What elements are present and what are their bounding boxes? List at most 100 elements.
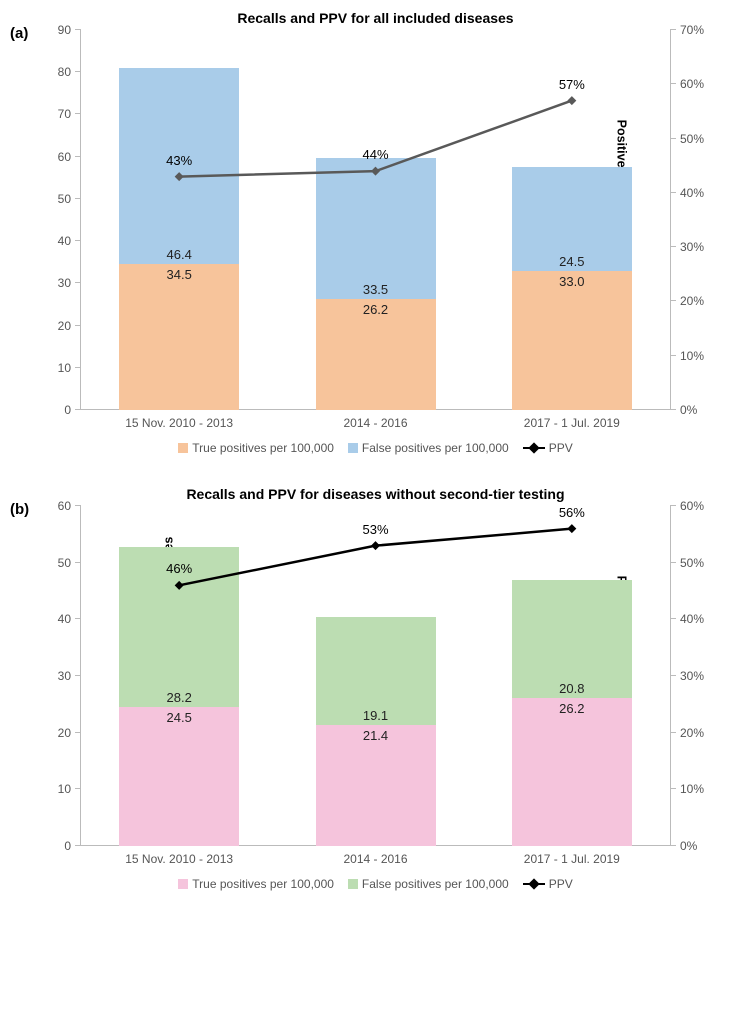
chart-b-title: Recalls and PPV for diseases without sec… bbox=[10, 486, 741, 502]
legend-diamond-a bbox=[528, 442, 539, 453]
y-right-tick bbox=[670, 192, 676, 193]
y-right-tick-label: 0% bbox=[680, 403, 697, 417]
legend-item-ppv-a: PPV bbox=[523, 441, 573, 455]
panel-b-label: (b) bbox=[10, 501, 29, 518]
y-left-tick bbox=[75, 113, 81, 114]
y-left-tick-label: 20 bbox=[58, 319, 71, 333]
panel-a-label: (a) bbox=[10, 25, 28, 42]
y-left-tick-label: 0 bbox=[64, 403, 71, 417]
ppv-marker bbox=[371, 541, 380, 550]
y-right-tick bbox=[670, 505, 676, 506]
y-right-tick bbox=[670, 845, 676, 846]
ppv-value-label: 57% bbox=[559, 77, 585, 92]
legend-swatch-false-pos-a bbox=[348, 443, 358, 453]
y-left-tick-label: 80 bbox=[58, 65, 71, 79]
category-label: 2014 - 2016 bbox=[296, 416, 456, 430]
y-left-tick bbox=[75, 409, 81, 410]
y-right-tick-label: 60% bbox=[680, 499, 704, 513]
y-right-tick-label: 10% bbox=[680, 782, 704, 796]
y-left-tick-label: 40 bbox=[58, 612, 71, 626]
y-right-tick-label: 60% bbox=[680, 77, 704, 91]
panel-b: (b) Recalls and PPV for diseases without… bbox=[10, 486, 741, 892]
y-left-tick-label: 70 bbox=[58, 107, 71, 121]
ppv-marker bbox=[371, 167, 380, 176]
ppv-marker bbox=[567, 524, 576, 533]
category-label: 15 Nov. 2010 - 2013 bbox=[99, 852, 259, 866]
legend-swatch-false-pos-b bbox=[348, 879, 358, 889]
y-right-tick bbox=[670, 300, 676, 301]
ppv-value-label: 44% bbox=[362, 147, 388, 162]
panel-a: (a) Recalls and PPV for all included dis… bbox=[10, 10, 741, 456]
y-left-tick bbox=[75, 198, 81, 199]
y-right-tick-label: 30% bbox=[680, 669, 704, 683]
y-left-tick bbox=[75, 732, 81, 733]
ppv-line bbox=[179, 101, 572, 177]
chart-b-body: Number of recalls per 100,000 screened b… bbox=[80, 506, 671, 892]
y-right-tick bbox=[670, 246, 676, 247]
ppv-value-label: 53% bbox=[362, 522, 388, 537]
y-left-tick bbox=[75, 71, 81, 72]
legend-diamond-b bbox=[528, 878, 539, 889]
y-right-tick-label: 30% bbox=[680, 240, 704, 254]
y-left-tick-label: 30 bbox=[58, 669, 71, 683]
y-left-tick bbox=[75, 505, 81, 506]
y-left-tick bbox=[75, 562, 81, 563]
category-label: 2017 - 1 Jul. 2019 bbox=[492, 416, 652, 430]
y-left-tick bbox=[75, 156, 81, 157]
y-right-tick-label: 40% bbox=[680, 186, 704, 200]
legend-label-true-pos-a: True positives per 100,000 bbox=[192, 441, 334, 455]
y-right-tick-label: 20% bbox=[680, 294, 704, 308]
ppv-line bbox=[179, 529, 572, 586]
y-right-tick bbox=[670, 29, 676, 30]
category-label: 2014 - 2016 bbox=[296, 852, 456, 866]
ppv-marker bbox=[175, 172, 184, 181]
ppv-value-label: 46% bbox=[166, 561, 192, 576]
y-right-tick-label: 40% bbox=[680, 612, 704, 626]
y-right-tick bbox=[670, 788, 676, 789]
y-left-tick bbox=[75, 282, 81, 283]
legend-label-true-pos-b: True positives per 100,000 bbox=[192, 877, 334, 891]
y-right-tick bbox=[670, 732, 676, 733]
legend-swatch-true-pos-a bbox=[178, 443, 188, 453]
legend-label-false-pos-b: False positives per 100,000 bbox=[362, 877, 509, 891]
y-right-tick bbox=[670, 138, 676, 139]
y-left-tick bbox=[75, 325, 81, 326]
chart-b-legend: True positives per 100,000 False positiv… bbox=[80, 876, 671, 892]
y-left-tick-label: 60 bbox=[58, 150, 71, 164]
y-right-tick bbox=[670, 618, 676, 619]
chart-a-title: Recalls and PPV for all included disease… bbox=[10, 10, 741, 26]
category-label: 2017 - 1 Jul. 2019 bbox=[492, 852, 652, 866]
y-left-tick-label: 30 bbox=[58, 276, 71, 290]
legend-swatch-true-pos-b bbox=[178, 879, 188, 889]
legend-item-true-pos-a: True positives per 100,000 bbox=[178, 441, 334, 455]
y-right-tick bbox=[670, 562, 676, 563]
chart-a-body: Number of recalls per 100,000 screened b… bbox=[80, 30, 671, 456]
y-right-tick-label: 70% bbox=[680, 23, 704, 37]
chart-b-line-layer bbox=[81, 506, 670, 846]
y-left-tick-label: 50 bbox=[58, 556, 71, 570]
y-right-tick-label: 20% bbox=[680, 726, 704, 740]
y-right-tick-label: 0% bbox=[680, 839, 697, 853]
legend-line-ppv-b bbox=[523, 879, 545, 889]
y-left-tick-label: 50 bbox=[58, 192, 71, 206]
y-left-tick-label: 20 bbox=[58, 726, 71, 740]
y-right-tick-label: 50% bbox=[680, 556, 704, 570]
legend-label-ppv-b: PPV bbox=[549, 877, 573, 891]
legend-line-ppv-a bbox=[523, 443, 545, 453]
chart-a-plot: Number of recalls per 100,000 screened b… bbox=[80, 30, 671, 410]
legend-item-false-pos-b: False positives per 100,000 bbox=[348, 877, 509, 891]
ppv-value-label: 56% bbox=[559, 505, 585, 520]
ppv-marker bbox=[567, 96, 576, 105]
y-left-tick bbox=[75, 618, 81, 619]
y-left-tick-label: 40 bbox=[58, 234, 71, 248]
y-left-tick-label: 60 bbox=[58, 499, 71, 513]
ppv-marker bbox=[175, 581, 184, 590]
y-right-tick-label: 50% bbox=[680, 132, 704, 146]
y-left-tick-label: 10 bbox=[58, 782, 71, 796]
y-right-tick bbox=[670, 83, 676, 84]
chart-b-plot: Number of recalls per 100,000 screened b… bbox=[80, 506, 671, 846]
y-right-tick bbox=[670, 675, 676, 676]
y-left-tick bbox=[75, 675, 81, 676]
legend-item-true-pos-b: True positives per 100,000 bbox=[178, 877, 334, 891]
y-left-tick-label: 0 bbox=[64, 839, 71, 853]
